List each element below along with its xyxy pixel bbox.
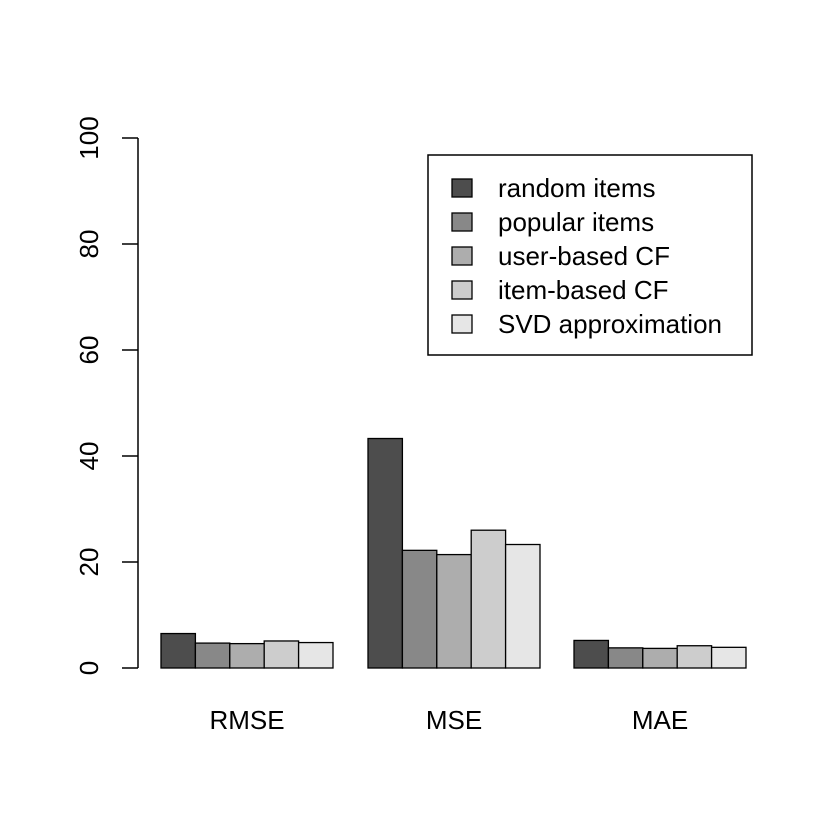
- y-tick-label: 60: [74, 336, 104, 365]
- bar-rmse-random-items: [160, 632, 197, 669]
- x-category-label: MAE: [632, 705, 688, 735]
- legend-item: random items: [451, 173, 656, 203]
- bar-group-mse: [367, 437, 541, 669]
- bar-mae-popular-items: [607, 647, 644, 669]
- y-tick-label: 100: [74, 116, 104, 159]
- bar-group-mae: [573, 639, 747, 669]
- legend-swatch: [451, 246, 473, 266]
- legend: random items popular items user-based CF it…: [427, 154, 753, 356]
- bar-mse-item-based-cf: [470, 529, 507, 669]
- bar-mae-svd-approximation: [710, 646, 747, 669]
- bar-rmse-popular-items: [194, 642, 231, 669]
- bar-mae-random-items: [573, 639, 610, 669]
- bar-rmse-svd-approximation: [297, 641, 334, 669]
- bar-group-rmse: [160, 632, 334, 669]
- legend-label: random items: [498, 173, 656, 203]
- legend-item: item-based CF: [451, 275, 669, 305]
- legend-label: user-based CF: [498, 241, 670, 271]
- x-category-label: MSE: [426, 705, 482, 735]
- legend-swatch: [451, 178, 473, 198]
- legend-label: item-based CF: [498, 275, 669, 305]
- bar-mae-item-based-cf: [676, 645, 713, 669]
- y-axis: 0 20 40 60 80 100: [74, 116, 139, 675]
- bar-mse-user-based-cf: [436, 553, 472, 669]
- legend-label: SVD approximation: [498, 309, 722, 339]
- bar-rmse-item-based-cf: [263, 640, 300, 669]
- legend-swatch: [451, 314, 473, 334]
- y-tick-label: 20: [74, 548, 104, 577]
- legend-item: user-based CF: [451, 241, 670, 271]
- bar-rmse-user-based-cf: [229, 642, 265, 669]
- bar-mse-random-items: [367, 437, 404, 669]
- legend-box: [427, 154, 753, 356]
- bar-mse-popular-items: [401, 549, 438, 669]
- legend-label: popular items: [498, 207, 654, 237]
- bar-groups: [160, 437, 747, 669]
- legend-swatch: [451, 212, 473, 232]
- x-axis-labels: RMSE MSE MAE: [209, 705, 688, 735]
- legend-item: SVD approximation: [451, 309, 722, 339]
- y-tick-label: 80: [74, 230, 104, 259]
- legend-swatch: [451, 280, 473, 300]
- bar-mae-user-based-cf: [642, 647, 678, 669]
- bar-mse-svd-approximation: [504, 543, 541, 669]
- legend-item: popular items: [451, 207, 654, 237]
- x-category-label: RMSE: [209, 705, 284, 735]
- y-tick-label: 0: [74, 661, 104, 675]
- y-tick-label: 40: [74, 442, 104, 471]
